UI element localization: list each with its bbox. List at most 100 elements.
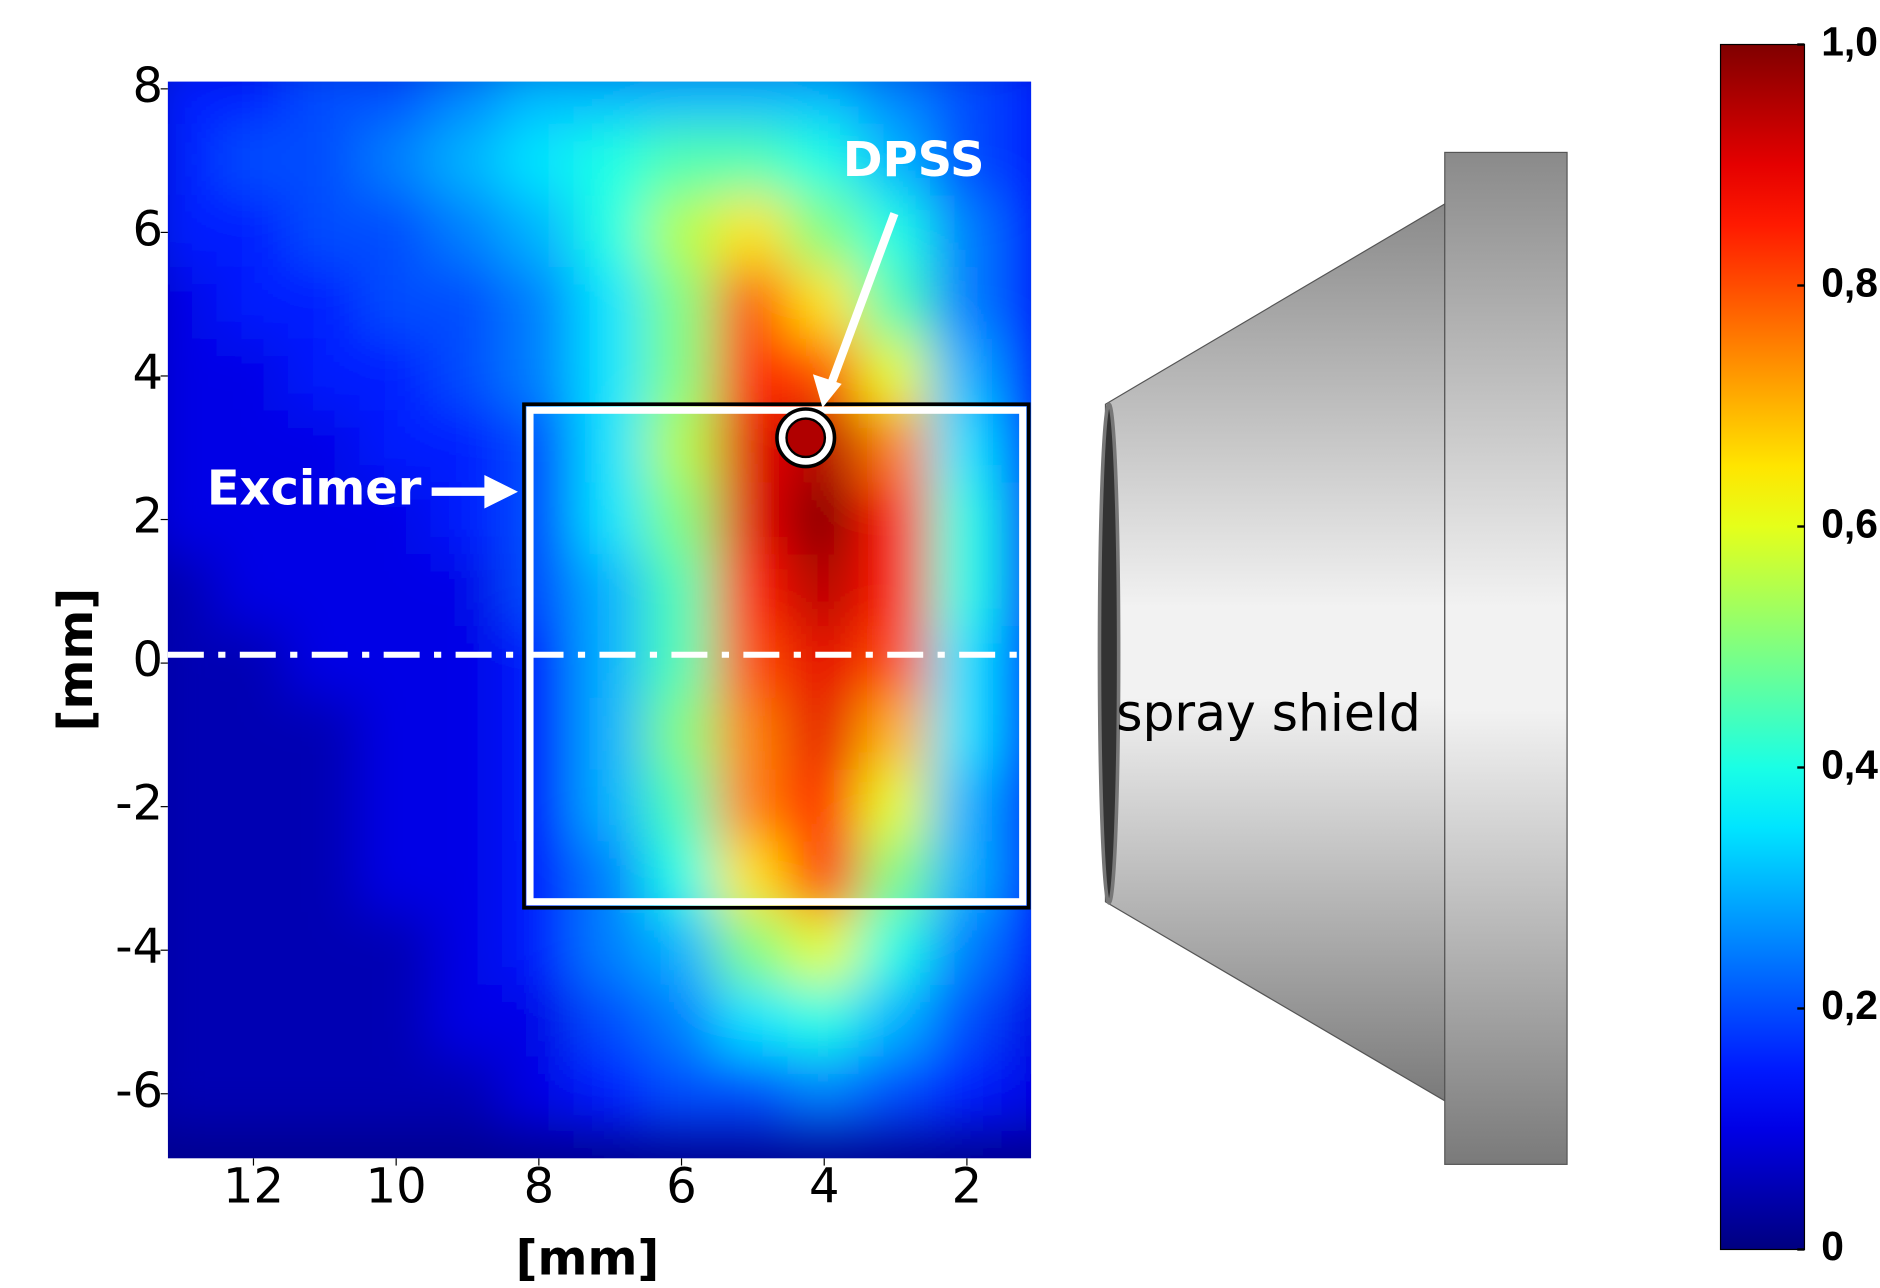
heat-cell (858, 913, 933, 988)
heat-cell (359, 267, 434, 342)
heat-cell (501, 123, 576, 198)
heat-cell (167, 123, 219, 198)
heat-cell (167, 338, 219, 414)
heat-cell (501, 913, 576, 988)
heat-cell (167, 81, 219, 126)
heat-cell (501, 625, 576, 701)
heat-cell (167, 554, 219, 629)
heat-cell (287, 841, 362, 916)
heat-cell (930, 984, 1004, 1060)
heat-cell (216, 984, 291, 1060)
heat-cell (216, 1056, 291, 1131)
heat-cell (501, 769, 576, 844)
heat-cell (930, 123, 1004, 198)
excimer-box-outer (522, 402, 1031, 910)
colorbar-tick-label: 0,4 (1821, 741, 1878, 787)
heat-cell (216, 482, 291, 557)
heat-cell (167, 625, 219, 701)
heat-cell (930, 338, 1004, 414)
heat-cell (216, 81, 291, 126)
y-tick-label: 6 (133, 201, 163, 257)
heat-cell (216, 123, 291, 198)
heat-cell (644, 267, 719, 342)
heat-cell (501, 984, 576, 1060)
heat-cell (573, 913, 648, 988)
heat-cell (430, 81, 505, 126)
spray-shield-drawing (1097, 151, 1568, 1165)
heat-cell (716, 913, 790, 988)
x-tick-label: 10 (366, 1159, 427, 1215)
heat-cell (858, 1056, 933, 1131)
heat-cell (430, 410, 505, 485)
heat-cell (644, 697, 719, 772)
heat-cell (287, 769, 362, 844)
y-tick-label: 8 (133, 58, 163, 114)
heat-cell (644, 769, 719, 844)
heat-cell (216, 410, 291, 485)
heat-cell (858, 554, 933, 629)
x-axis-label: [mm] (516, 1230, 660, 1286)
heat-cell (359, 769, 434, 844)
heat-cell (430, 984, 505, 1060)
heat-cell (858, 81, 933, 126)
x-tick-label: 4 (809, 1159, 840, 1215)
heat-cell (787, 625, 862, 701)
dpss-arrowhead (812, 374, 842, 408)
heat-cell (216, 841, 291, 916)
heat-cell (167, 482, 219, 557)
heat-cell (573, 338, 648, 414)
excimer-box (526, 406, 1027, 906)
heat-cell (644, 195, 719, 270)
heat-cell (359, 913, 434, 988)
heat-cell (930, 81, 1004, 126)
heat-cell (573, 267, 648, 342)
heat-cell (430, 625, 505, 701)
heat-cell (716, 1056, 790, 1131)
heat-cell (287, 625, 362, 701)
annotation: DPSS (843, 132, 985, 188)
heat-cell (501, 410, 576, 485)
heat-cell (287, 195, 362, 270)
heatmap-area (167, 81, 1032, 1159)
y-axis-label: [mm] (48, 588, 104, 732)
annotation: spray shield (1116, 684, 1421, 743)
x-tick-label: 8 (524, 1159, 555, 1215)
heat-cell (501, 195, 576, 270)
heat-cell (287, 81, 362, 126)
heat-cell (501, 482, 576, 557)
heat-cell (1001, 769, 1032, 844)
heat-cell (930, 195, 1004, 270)
heat-cell (167, 841, 219, 916)
heat-cell (787, 554, 862, 629)
heat-cell (644, 554, 719, 629)
y-tick-label: 0 (133, 632, 163, 688)
x-tick-label: 6 (666, 1159, 697, 1215)
heat-cell (930, 625, 1004, 701)
heat-cell (716, 338, 790, 414)
heat-cell (359, 841, 434, 916)
heat-cell (858, 338, 933, 414)
heat-cell (1001, 482, 1032, 557)
heatmap-cells (167, 81, 1032, 1131)
heat-cell (501, 267, 576, 342)
heat-cell (573, 195, 648, 270)
x-tick-label: 2 (952, 1159, 983, 1215)
heat-cell (716, 554, 790, 629)
heat-cell (573, 482, 648, 557)
heat-cell (216, 267, 291, 342)
heat-cell (430, 913, 505, 988)
heat-cell (287, 123, 362, 198)
heat-cell (430, 123, 505, 198)
heat-cell (359, 482, 434, 557)
heat-cell (287, 697, 362, 772)
colorbar-tick-label: 0,6 (1821, 500, 1878, 546)
heat-cell (644, 123, 719, 198)
heat-cell (858, 410, 933, 485)
heat-cell (716, 984, 790, 1060)
heat-cell (430, 195, 505, 270)
heat-cell (167, 410, 219, 485)
excimer-arrowhead (484, 474, 518, 509)
heat-cell (430, 841, 505, 916)
heat-cell (573, 81, 648, 126)
